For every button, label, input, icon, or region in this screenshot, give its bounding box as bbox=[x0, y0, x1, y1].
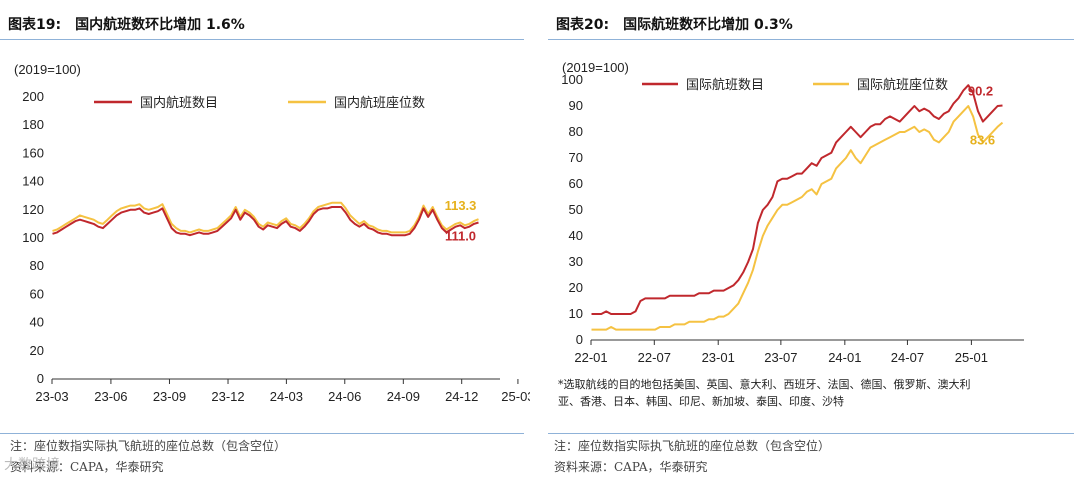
international-panel: 图表20: 国际航班数环比增加 0.3% (2019=100) 0 10 20 30 40 5… bbox=[548, 0, 1080, 481]
end-value-label: 83.6 bbox=[970, 133, 995, 148]
legend-label: 国内航班数目 bbox=[140, 95, 218, 111]
bottom-divider bbox=[0, 433, 524, 434]
international-chart-title: 图表20: 国际航班数环比增加 0.3% bbox=[556, 14, 793, 34]
y-tick-label: 30 bbox=[569, 254, 583, 269]
y-tick-label: 20 bbox=[30, 343, 44, 358]
y-tick-label: 80 bbox=[30, 258, 44, 273]
y-tick-label: 60 bbox=[569, 176, 583, 191]
unit-label: (2019=100) bbox=[562, 60, 629, 75]
series-line bbox=[52, 206, 479, 237]
end-value-label: 113.3 bbox=[445, 198, 477, 213]
seat-note: 注：座位数指实际执飞航班的座位总数（包含空位） bbox=[10, 439, 287, 453]
x-tick-label: 22-07 bbox=[638, 350, 671, 365]
destination-footnote: *选取航线的目的地包括美国、英国、意大利、西班牙、法国、德国、俄罗斯、澳大利 亚… bbox=[558, 376, 971, 410]
y-tick-label: 40 bbox=[569, 228, 583, 243]
x-tick-label: 23-12 bbox=[211, 389, 244, 404]
y-tick-label: 100 bbox=[22, 230, 44, 245]
y-tick-label: 20 bbox=[569, 280, 583, 295]
y-tick-label: 0 bbox=[576, 332, 583, 347]
unit-label: (2019=100) bbox=[14, 62, 81, 77]
series-line bbox=[591, 105, 1004, 331]
series-line bbox=[591, 84, 1003, 315]
x-tick-label: 22-01 bbox=[574, 350, 607, 365]
x-tick-label: 24-03 bbox=[270, 389, 303, 404]
bottom-divider bbox=[548, 433, 1074, 434]
y-tick-label: 50 bbox=[569, 202, 583, 217]
x-tick-label: 24-12 bbox=[445, 389, 478, 404]
domestic-chart-title-text: 国内航班数环比增加 1.6% bbox=[75, 17, 245, 33]
y-tick-label: 70 bbox=[569, 150, 583, 165]
y-tick-label: 80 bbox=[569, 124, 583, 139]
y-tick-label: 160 bbox=[22, 145, 44, 160]
y-tick-label: 40 bbox=[30, 315, 44, 330]
y-tick-label: 140 bbox=[22, 174, 44, 189]
top-divider bbox=[0, 39, 524, 40]
x-tick-label: 23-06 bbox=[94, 389, 127, 404]
y-tick-label: 60 bbox=[30, 286, 44, 301]
y-tick-label: 120 bbox=[22, 202, 44, 217]
x-tick-label: 23-07 bbox=[764, 350, 797, 365]
x-tick-label: 24-01 bbox=[828, 350, 861, 365]
legend-label: 国际航班数目 bbox=[686, 77, 764, 93]
y-tick-label: 10 bbox=[569, 306, 583, 321]
x-tick-label: 25-01 bbox=[955, 350, 988, 365]
seat-note: 注：座位数指实际执飞航班的座位总数（包含空位） bbox=[554, 439, 831, 453]
x-tick-label: 23-09 bbox=[153, 389, 186, 404]
footnote-line-2: 亚、香港、日本、韩国、印尼、新加坡、泰国、印度、沙特 bbox=[558, 395, 844, 408]
x-tick-label: 23-03 bbox=[35, 389, 68, 404]
legend-label: 国际航班座位数 bbox=[857, 77, 948, 93]
international-flights-chart: (2019=100) 0 10 20 30 40 50 60 70 80 90 100 22-01 22-… bbox=[561, 60, 1024, 365]
domestic-chart-title: 图表19: 国内航班数环比增加 1.6% bbox=[8, 14, 245, 34]
y-tick-label: 90 bbox=[569, 98, 583, 113]
footnote-line-1: *选取航线的目的地包括美国、英国、意大利、西班牙、法国、德国、俄罗斯、澳大利 bbox=[558, 378, 971, 391]
international-chart-number: 图表20: bbox=[556, 17, 610, 33]
y-tick-label: 0 bbox=[37, 371, 44, 386]
x-tick-label: 24-07 bbox=[891, 350, 924, 365]
source-note: 资料来源：CAPA，华泰研究 bbox=[554, 460, 708, 474]
end-value-label: 111.0 bbox=[445, 228, 476, 243]
international-chart-title-text: 国际航班数环比增加 0.3% bbox=[623, 17, 793, 33]
end-value-label: 90.2 bbox=[968, 83, 993, 98]
x-tick-label: 25-03 bbox=[501, 389, 530, 404]
domestic-flights-chart: (2019=100) 0 20 40 60 80 100 120 140 160 180 200 23-… bbox=[14, 62, 530, 404]
legend-label: 国内航班座位数 bbox=[334, 95, 425, 111]
x-tick-label: 23-01 bbox=[702, 350, 735, 365]
source-note: 资料来源：CAPA，华泰研究 bbox=[10, 460, 164, 474]
y-tick-label: 200 bbox=[22, 89, 44, 104]
y-tick-label: 100 bbox=[561, 72, 583, 87]
top-divider bbox=[548, 39, 1074, 40]
x-tick-label: 24-06 bbox=[328, 389, 361, 404]
domestic-panel: 图表19: 国内航班数环比增加 1.6% (2019=100) 0 20 40 60 80 1… bbox=[0, 0, 530, 481]
watermark-logo: 大数跨境 bbox=[4, 457, 60, 473]
series-line bbox=[52, 201, 479, 234]
x-tick-label: 24-09 bbox=[387, 389, 420, 404]
y-tick-label: 180 bbox=[22, 117, 44, 132]
domestic-chart-number: 图表19: bbox=[8, 17, 62, 33]
